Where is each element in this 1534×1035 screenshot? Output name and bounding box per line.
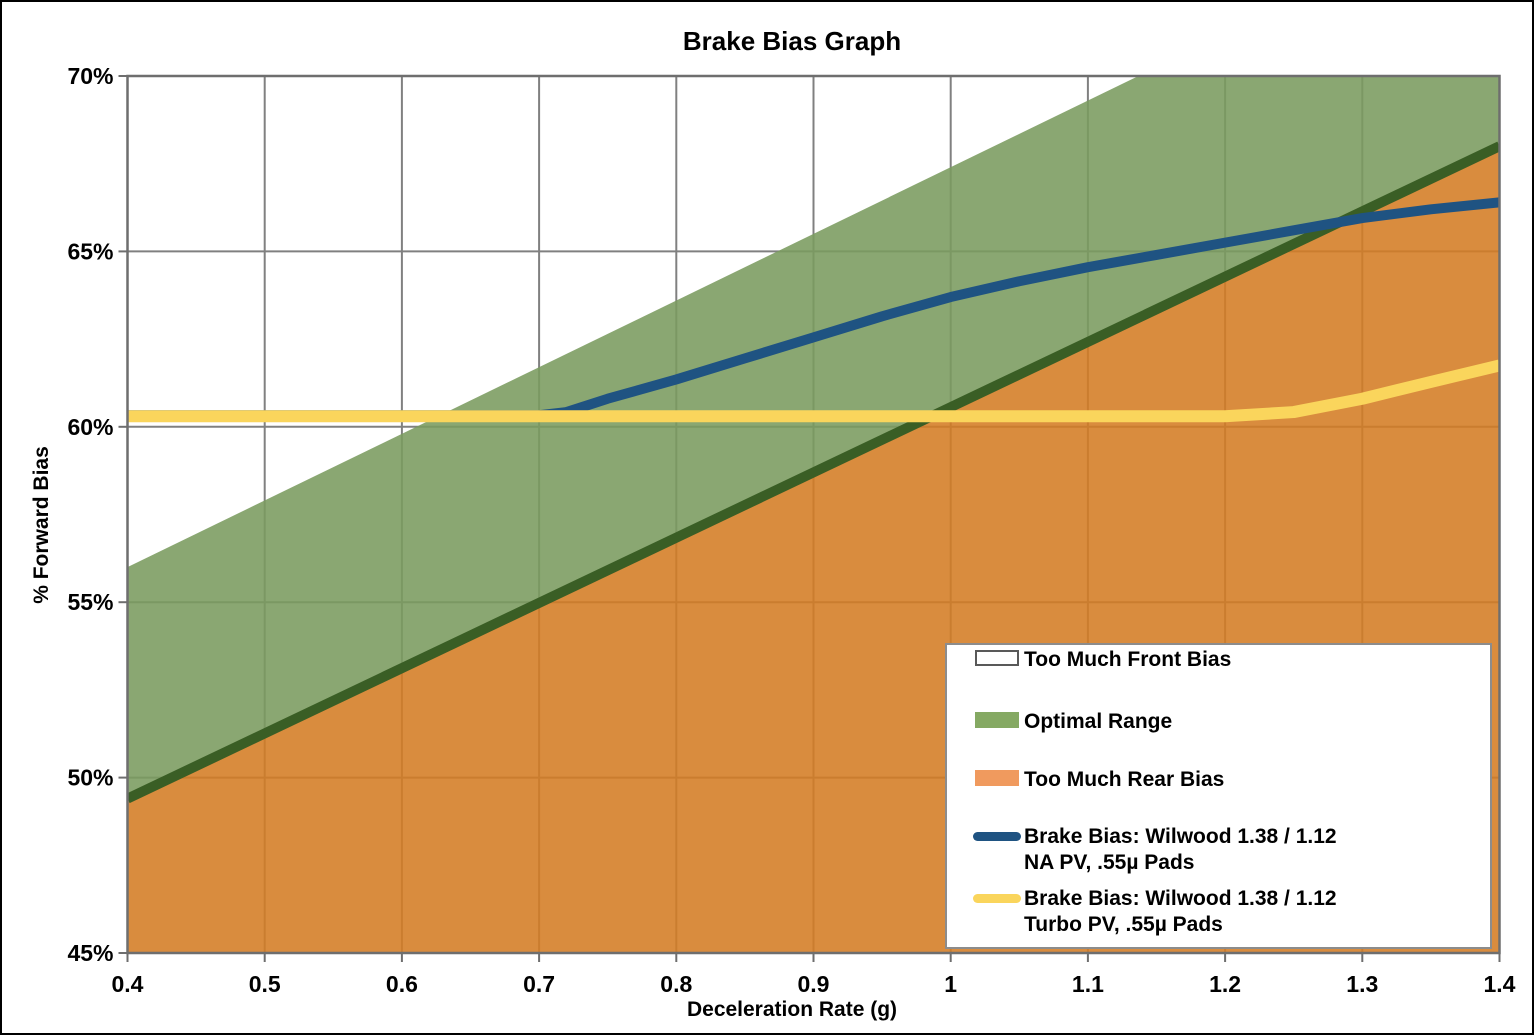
legend: Too Much Front Bias Optimal Range Too Much… [945,643,1492,949]
legend-label-na-pv: Brake Bias: Wilwood 1.38 / 1.12 NA PV, .5… [1024,825,1337,874]
legend-swatch-na-pv [973,832,1021,841]
legend-swatch-turbo-pv [973,894,1021,903]
legend-label-turbo-pv: Brake Bias: Wilwood 1.38 / 1.12 Turbo PV,… [1024,887,1337,936]
y-tick-label: 50% [67,765,113,791]
y-tick-label: 45% [67,940,113,966]
legend-swatch-front-bias [975,650,1019,666]
chart-title: Brake Bias Graph [682,26,902,56]
legend-item-turbo-pv: Brake Bias: Wilwood 1.38 / 1.12 Turbo PV,… [947,886,1490,938]
x-tick-label: 1 [944,971,957,997]
legend-label-front-bias: Too Much Front Bias [1024,648,1232,671]
x-tick-label: 0.8 [660,971,692,997]
x-tick-label: 1.3 [1346,971,1378,997]
x-tick-label: 0.9 [798,971,830,997]
x-tick-label: 0.7 [523,971,555,997]
legend-swatch-optimal-range [975,712,1019,728]
x-tick-label: 0.5 [249,971,281,997]
legend-label-rear-bias: Too Much Rear Bias [1024,768,1225,791]
legend-item-front-bias: Too Much Front Bias [947,647,1490,673]
y-tick-label: 65% [67,238,113,264]
band-edge-line [127,141,1500,804]
x-tick-label: 1.2 [1209,971,1241,997]
y-tick-label: 60% [67,414,113,440]
legend-label-optimal-range: Optimal Range [1024,710,1173,733]
y-tick-label: 70% [67,63,113,89]
y-axis-title: % Forward Bias [30,446,53,604]
series-na-pv-line [127,197,1500,421]
x-tick-label: 1.1 [1072,971,1104,997]
legend-item-optimal-range: Optimal Range [947,709,1490,735]
x-tick-label: 1.4 [1484,971,1516,997]
x-tick-label: 0.4 [112,971,144,997]
x-axis-title: Deceleration Rate (g) [686,998,898,1021]
legend-item-rear-bias: Too Much Rear Bias [947,767,1490,793]
series-turbo-pv-line [127,359,1500,423]
y-tick-label: 55% [67,589,113,615]
legend-item-na-pv: Brake Bias: Wilwood 1.38 / 1.12 NA PV, .5… [947,824,1490,876]
x-tick-label: 0.6 [386,971,418,997]
axis-ticks [118,75,1501,962]
legend-swatch-rear-bias [975,770,1019,786]
